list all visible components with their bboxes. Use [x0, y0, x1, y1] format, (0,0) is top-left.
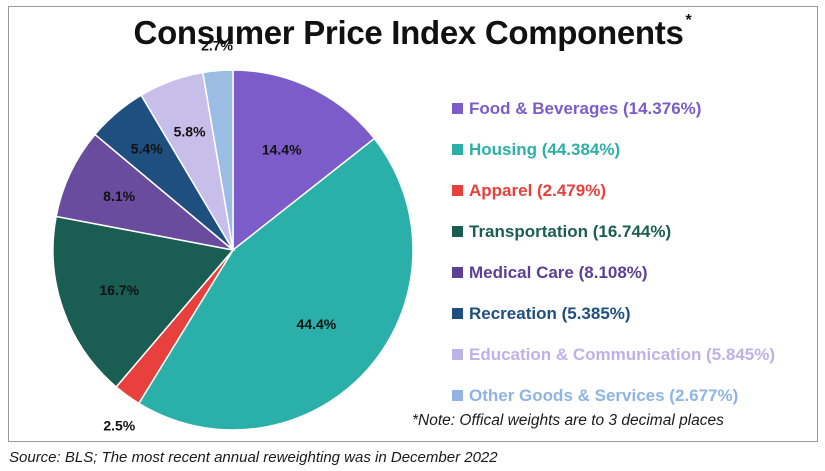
legend-item-apparel: Apparel (2.479%) [452, 170, 775, 211]
slice-label-housing: 44.4% [297, 316, 337, 332]
source-text: Source: BLS; The most recent annual rewe… [9, 449, 498, 466]
legend-item-food-beverages: Food & Beverages (14.376%) [452, 88, 775, 129]
chart-frame [8, 6, 818, 442]
slice-label-recreation: 5.4% [131, 141, 163, 157]
slice-label-transportation: 16.7% [99, 282, 139, 298]
pie-slice-food-beverages [232, 69, 376, 252]
legend-item-education-communication: Education & Communication (5.845%) [452, 334, 775, 375]
legend-item-medical-care: Medical Care (8.108%) [452, 252, 775, 293]
slice-label-education-communication: 5.8% [174, 124, 206, 140]
legend-label: Food & Beverages (14.376%) [469, 98, 702, 118]
legend-label: Recreation (5.385%) [469, 303, 631, 323]
pie-slice-transportation [52, 215, 235, 389]
title-footnote-marker: * [685, 12, 692, 29]
legend-item-recreation: Recreation (5.385%) [452, 293, 775, 334]
legend-swatch [452, 185, 463, 196]
legend-swatch [452, 390, 463, 401]
legend-label: Other Goods & Services (2.677%) [469, 385, 739, 405]
legend-label: Education & Communication (5.845%) [469, 344, 776, 364]
legend-item-other-goods-services: Other Goods & Services (2.677%) [452, 375, 775, 416]
legend-label: Transportation (16.744%) [469, 221, 672, 241]
slice-label-other-goods-services: 2.7% [201, 38, 233, 54]
chart-legend: Food & Beverages (14.376%) Housing (44.38… [452, 88, 775, 416]
footnote: *Note: Offical weights are to 3 decimal … [412, 412, 724, 429]
legend-item-housing: Housing (44.384%) [452, 129, 775, 170]
legend-swatch [452, 144, 463, 155]
slice-label-food-beverages: 14.4% [262, 142, 302, 158]
pie-slice-other-goods-services [202, 69, 234, 251]
legend-label: Housing (44.384%) [469, 139, 621, 159]
legend-swatch [452, 226, 463, 237]
legend-label: Apparel (2.479%) [469, 180, 606, 200]
legend-swatch [452, 349, 463, 360]
legend-label: Medical Care (8.108%) [469, 262, 648, 282]
legend-swatch [452, 308, 463, 319]
chart-title: Consumer Price Index Components * [133, 12, 692, 51]
legend-swatch [452, 103, 463, 114]
pie-slice-housing [137, 137, 414, 431]
slice-label-medical-care: 8.1% [103, 188, 135, 204]
legend-item-transportation: Transportation (16.744%) [452, 211, 775, 252]
legend-swatch [452, 267, 463, 278]
pie-slice-medical-care [55, 133, 236, 252]
slice-label-apparel: 2.5% [103, 418, 135, 434]
